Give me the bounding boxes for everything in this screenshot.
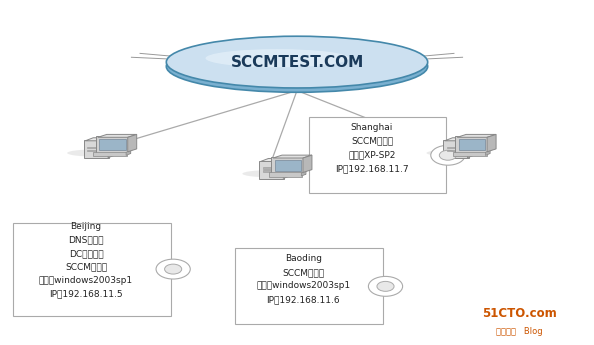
Polygon shape xyxy=(108,138,116,158)
Circle shape xyxy=(431,145,465,165)
FancyBboxPatch shape xyxy=(447,150,464,151)
FancyBboxPatch shape xyxy=(263,167,280,169)
FancyBboxPatch shape xyxy=(93,151,127,156)
FancyBboxPatch shape xyxy=(447,147,464,148)
Circle shape xyxy=(377,282,394,291)
FancyBboxPatch shape xyxy=(274,160,301,170)
Text: Shanghai
SCCM客户机
系统：XP-SP2
IP：192.168.11.7: Shanghai SCCM客户机 系统：XP-SP2 IP：192.168.11… xyxy=(335,123,409,173)
FancyBboxPatch shape xyxy=(453,151,486,156)
FancyBboxPatch shape xyxy=(459,139,485,150)
FancyBboxPatch shape xyxy=(309,117,446,193)
Ellipse shape xyxy=(206,49,349,67)
Circle shape xyxy=(440,150,456,160)
Ellipse shape xyxy=(242,170,301,177)
Polygon shape xyxy=(301,171,306,176)
Circle shape xyxy=(368,276,403,296)
Polygon shape xyxy=(283,158,291,178)
FancyBboxPatch shape xyxy=(259,161,285,179)
Text: 技术博客   Blog: 技术博客 Blog xyxy=(497,327,543,336)
FancyBboxPatch shape xyxy=(13,223,171,316)
FancyBboxPatch shape xyxy=(271,157,305,174)
FancyBboxPatch shape xyxy=(99,139,126,150)
Polygon shape xyxy=(444,138,475,141)
Polygon shape xyxy=(126,150,131,155)
FancyBboxPatch shape xyxy=(456,136,489,153)
Polygon shape xyxy=(487,135,496,152)
Ellipse shape xyxy=(67,149,125,157)
Text: Beijing
DNS服务器
DC域控制器
SCCM客户机
系统：windows2003sp1
IP：192.168.11.5: Beijing DNS服务器 DC域控制器 SCCM客户机 系统：windows… xyxy=(39,222,133,298)
Polygon shape xyxy=(457,135,496,137)
FancyBboxPatch shape xyxy=(87,147,105,148)
FancyBboxPatch shape xyxy=(263,170,280,172)
Circle shape xyxy=(165,264,182,274)
FancyBboxPatch shape xyxy=(87,150,105,151)
Text: Baoding
SCCM服务器
系统：windows2003sp1
IP：192.168.11.6: Baoding SCCM服务器 系统：windows2003sp1 IP：192… xyxy=(256,254,350,304)
Ellipse shape xyxy=(166,41,428,92)
Ellipse shape xyxy=(166,36,428,88)
Polygon shape xyxy=(273,155,312,158)
Text: SCCMTEST.COM: SCCMTEST.COM xyxy=(230,55,364,70)
Polygon shape xyxy=(485,150,490,155)
FancyBboxPatch shape xyxy=(443,140,469,158)
Polygon shape xyxy=(98,135,137,137)
Text: 51CTO.com: 51CTO.com xyxy=(482,307,557,321)
Polygon shape xyxy=(85,138,116,141)
FancyBboxPatch shape xyxy=(268,172,302,177)
Circle shape xyxy=(156,259,190,279)
Polygon shape xyxy=(128,135,137,152)
FancyBboxPatch shape xyxy=(96,136,129,153)
Polygon shape xyxy=(467,138,475,158)
FancyBboxPatch shape xyxy=(235,248,383,324)
Polygon shape xyxy=(260,158,291,161)
Polygon shape xyxy=(303,155,312,172)
Ellipse shape xyxy=(426,149,485,157)
FancyBboxPatch shape xyxy=(84,140,109,158)
